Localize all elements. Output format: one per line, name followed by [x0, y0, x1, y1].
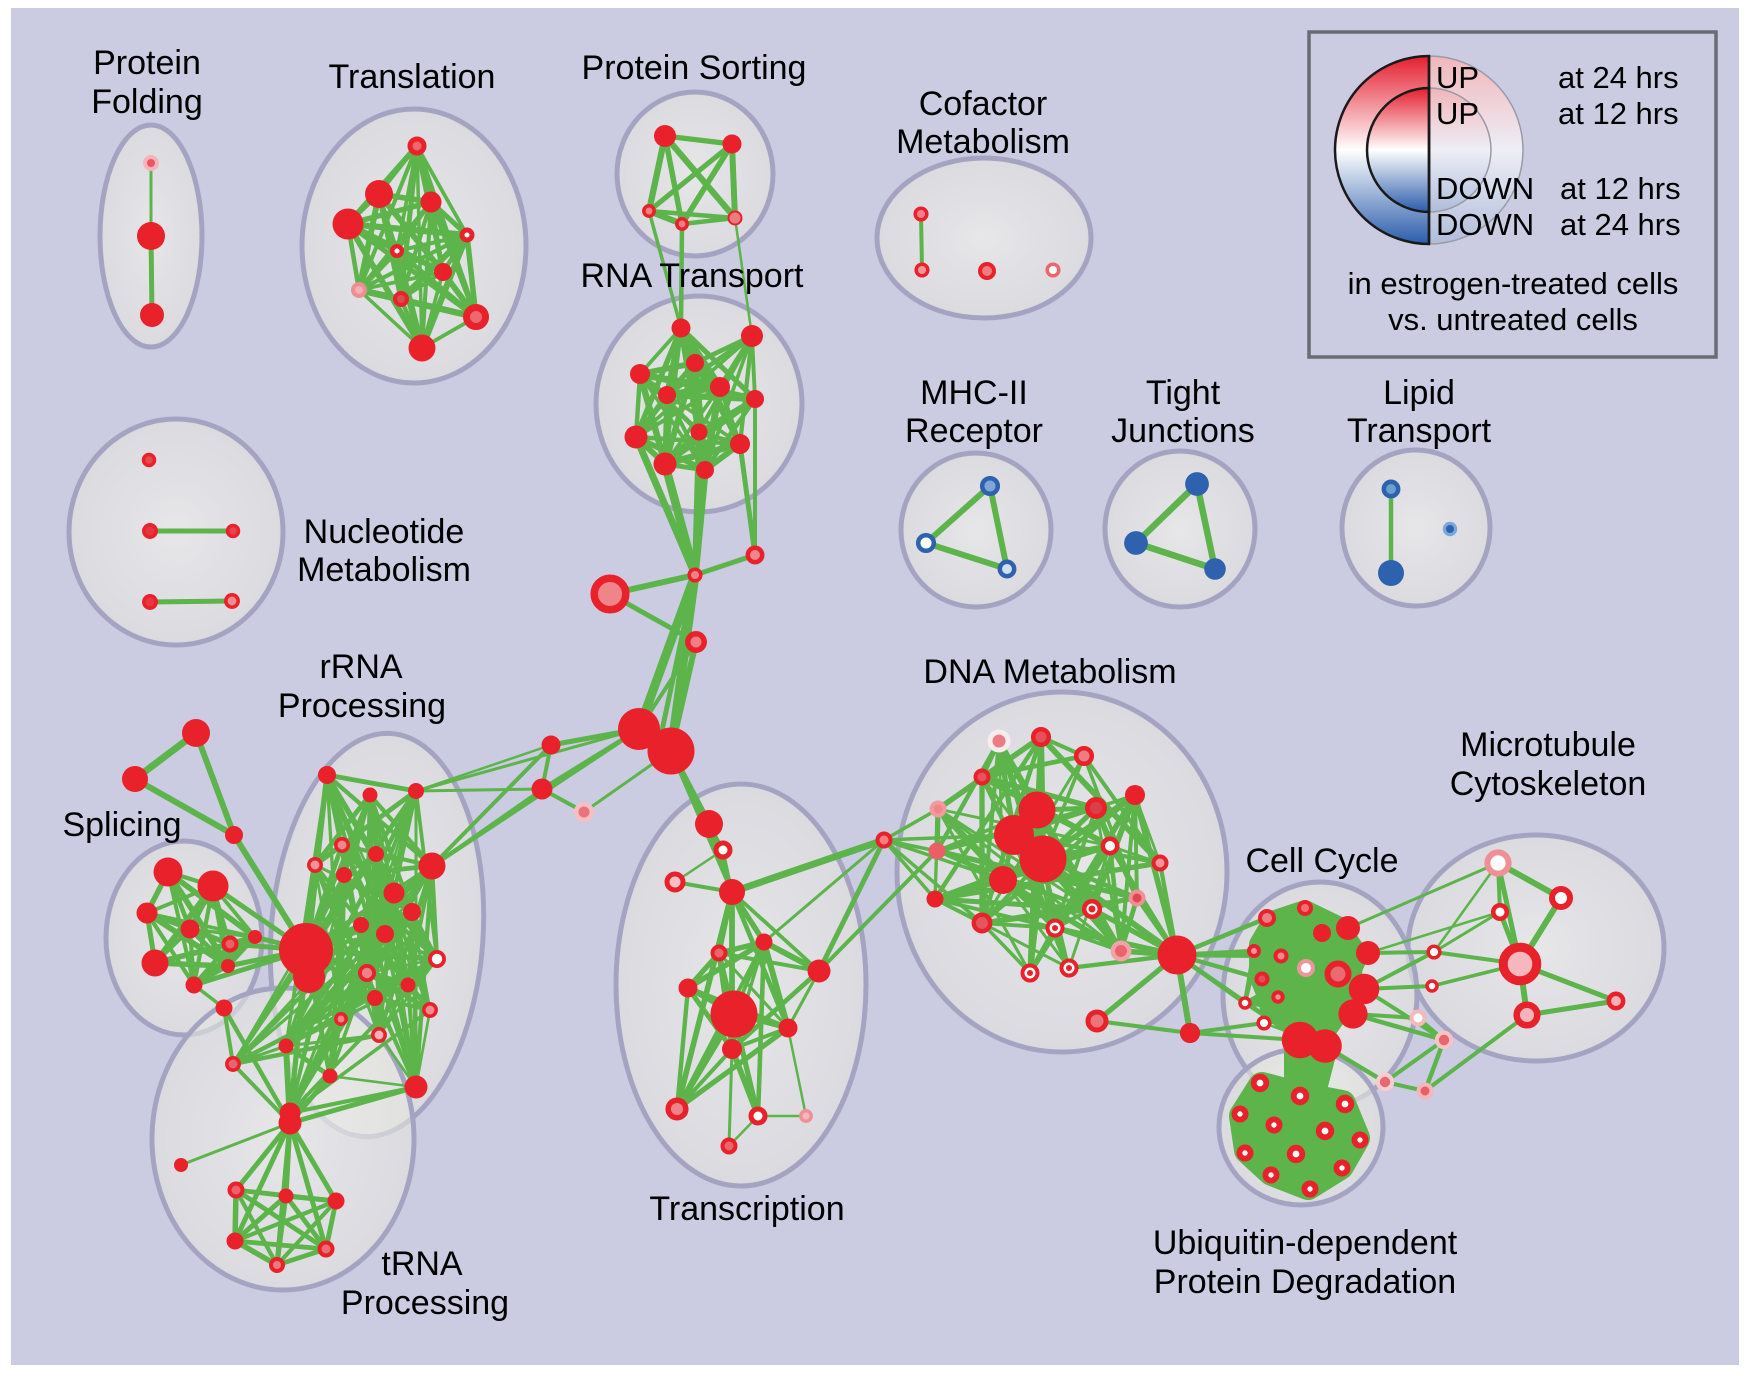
svg-text:at 24 hrs: at 24 hrs	[1560, 207, 1681, 242]
svg-text:rRNA: rRNA	[319, 648, 402, 686]
svg-text:Translation: Translation	[329, 58, 496, 96]
svg-text:MHC-II: MHC-II	[920, 374, 1028, 412]
svg-text:Metabolism: Metabolism	[297, 551, 471, 589]
svg-text:Transcription: Transcription	[649, 1190, 844, 1228]
svg-text:at 12 hrs: at 12 hrs	[1560, 171, 1681, 206]
svg-text:UP: UP	[1436, 60, 1479, 95]
svg-text:Processing: Processing	[341, 1284, 509, 1322]
svg-text:Lipid: Lipid	[1383, 374, 1455, 412]
svg-text:Protein Sorting: Protein Sorting	[582, 49, 807, 87]
svg-text:in estrogen-treated cells: in estrogen-treated cells	[1348, 266, 1679, 301]
svg-text:Cytoskeleton: Cytoskeleton	[1450, 765, 1647, 803]
svg-text:DOWN: DOWN	[1436, 207, 1534, 242]
svg-text:at 24 hrs: at 24 hrs	[1558, 60, 1679, 95]
svg-text:Protein: Protein	[93, 44, 201, 82]
svg-text:Ubiquitin-dependent: Ubiquitin-dependent	[1153, 1224, 1458, 1262]
svg-text:Microtubule: Microtubule	[1460, 726, 1636, 764]
svg-text:Folding: Folding	[91, 83, 203, 121]
svg-text:Splicing: Splicing	[62, 806, 181, 844]
svg-text:Cofactor: Cofactor	[919, 85, 1048, 123]
svg-text:Transport: Transport	[1347, 412, 1492, 450]
svg-text:DNA Metabolism: DNA Metabolism	[923, 653, 1176, 691]
svg-text:Tight: Tight	[1146, 374, 1221, 412]
svg-text:Nucleotide: Nucleotide	[304, 513, 465, 551]
svg-text:Metabolism: Metabolism	[896, 123, 1070, 161]
svg-text:tRNA: tRNA	[381, 1245, 463, 1283]
svg-text:DOWN: DOWN	[1436, 171, 1534, 206]
svg-text:Junctions: Junctions	[1111, 412, 1255, 450]
svg-text:at 12 hrs: at 12 hrs	[1558, 96, 1679, 131]
svg-text:RNA Transport: RNA Transport	[581, 257, 805, 295]
svg-text:vs. untreated cells: vs. untreated cells	[1388, 302, 1638, 337]
svg-text:UP: UP	[1436, 96, 1479, 131]
svg-text:Protein Degradation: Protein Degradation	[1154, 1263, 1456, 1301]
svg-text:Receptor: Receptor	[905, 412, 1043, 450]
svg-text:Cell Cycle: Cell Cycle	[1245, 842, 1398, 880]
svg-text:Processing: Processing	[278, 687, 446, 725]
